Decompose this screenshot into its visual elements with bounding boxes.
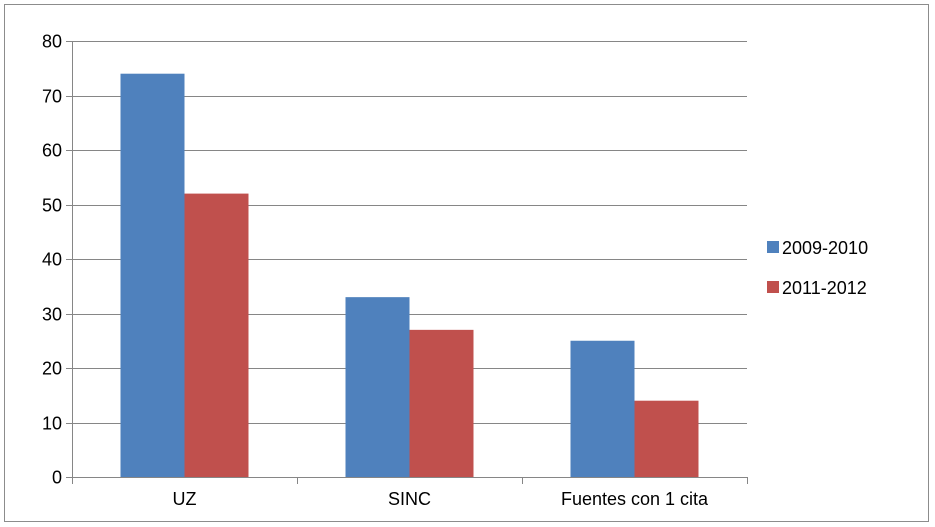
bar-2011-2012-fuentes-con-1-cita: [634, 400, 699, 477]
legend-label: 2009-2010: [782, 238, 868, 258]
x-tick-label: UZ: [173, 489, 197, 509]
bar-2011-2012-uz: [184, 193, 249, 477]
y-tick-label: 60: [42, 141, 62, 161]
y-tick-label: 0: [52, 468, 62, 488]
legend-label: 2011-2012: [782, 278, 867, 298]
y-tick-label: 70: [42, 87, 62, 107]
bar-2009-2010-fuentes-con-1-cita: [570, 340, 635, 477]
x-axis-tick-labels: UZ SINC Fuentes con 1 cita: [173, 489, 710, 509]
y-tick-label: 50: [42, 196, 62, 216]
x-tick-label: SINC: [388, 489, 431, 509]
y-tick-label: 10: [42, 414, 62, 434]
y-tick-label: 40: [42, 250, 62, 270]
y-tick-label: 20: [42, 359, 62, 379]
y-tick-label: 30: [42, 305, 62, 325]
legend-swatch: [767, 281, 779, 293]
x-tick-label: Fuentes con 1 cita: [561, 489, 709, 509]
bar-2009-2010-uz: [120, 73, 185, 477]
y-tick-label: 80: [42, 32, 62, 52]
bar-2011-2012-sinc: [409, 329, 474, 477]
legend-swatch: [767, 241, 779, 253]
legend: 2009-2010 2011-2012: [767, 238, 868, 298]
y-axis-tick-labels: 0 10 20 30 40 50 60 70 80: [42, 32, 62, 488]
axes: [66, 41, 748, 484]
bars: [120, 73, 699, 477]
bar-2009-2010-sinc: [345, 297, 410, 477]
